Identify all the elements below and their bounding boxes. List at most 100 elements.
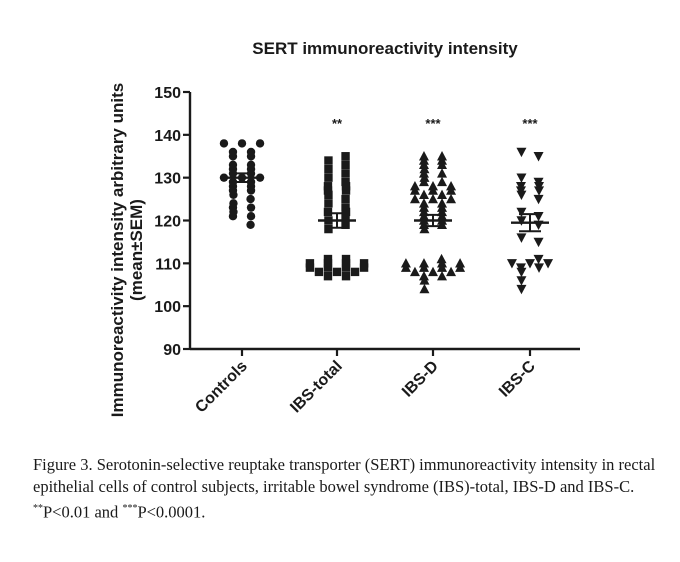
data-point — [341, 194, 350, 204]
y-tick-label: 110 — [155, 256, 181, 273]
y-tick-label: 150 — [154, 85, 181, 102]
data-point — [419, 163, 430, 174]
data-point — [305, 263, 315, 272]
data-point — [409, 185, 420, 195]
data-point — [437, 168, 448, 178]
category-labels: Controls IBS-total IBS-D IBS-C — [192, 357, 539, 416]
data-point — [246, 194, 255, 204]
data-point — [228, 212, 238, 221]
data-point — [324, 173, 333, 182]
caption-main-text: Figure 3. Serotonin-selective reuptake t… — [33, 455, 656, 496]
data-point — [506, 259, 517, 269]
data-point — [246, 203, 256, 212]
data-point — [409, 193, 420, 204]
data-point — [534, 186, 545, 196]
data-point — [237, 139, 247, 148]
data-point — [418, 176, 429, 187]
data-point — [543, 259, 554, 269]
data-point — [533, 237, 544, 248]
data-point — [419, 283, 430, 294]
data-point — [229, 190, 238, 199]
data-point — [418, 168, 429, 178]
data-point — [314, 267, 324, 277]
data-point — [341, 254, 351, 264]
data-point — [437, 262, 448, 272]
data-point — [341, 212, 350, 221]
data-point — [359, 259, 369, 268]
data-point — [428, 185, 438, 195]
data-point — [428, 193, 438, 204]
data-point — [341, 169, 350, 178]
data-point — [219, 139, 229, 148]
data-point — [323, 182, 333, 191]
data-point — [341, 160, 350, 170]
mean-sem-bars: ** *** *** — [223, 116, 549, 233]
data-point — [341, 203, 350, 212]
caption-sig1-marker: ** — [33, 503, 43, 514]
data-point — [446, 193, 457, 204]
y-tick-label: 130 — [154, 171, 181, 188]
data-point — [341, 152, 350, 161]
data-point — [446, 185, 457, 195]
y-tick-label: 100 — [154, 299, 181, 316]
data-point — [246, 186, 256, 195]
data-point — [516, 276, 527, 286]
data-point — [341, 263, 351, 272]
y-tick-label: 90 — [163, 342, 181, 359]
data-point — [516, 207, 527, 218]
data-point — [324, 190, 333, 199]
significance-label: ** — [332, 116, 343, 131]
data-point — [419, 172, 430, 182]
y-axis-label-line1: Immunoreactivity intensity arbitrary uni… — [108, 83, 127, 417]
y-tick-label: 140 — [154, 128, 181, 145]
data-point — [332, 267, 342, 277]
data-point — [419, 223, 430, 234]
y-axis-label-line2: (mean±SEM) — [127, 199, 146, 301]
data-point — [418, 189, 429, 199]
data-point — [323, 254, 333, 264]
data-point — [359, 263, 369, 272]
figure-caption: Figure 3. Serotonin-selective reuptake t… — [33, 454, 665, 524]
data-point — [341, 207, 351, 217]
data-point — [246, 220, 255, 229]
significance-label: *** — [522, 116, 538, 131]
data-point — [428, 266, 438, 277]
data-point — [341, 220, 350, 229]
data-point — [324, 156, 333, 165]
sert-scatter-chart: SERT immunoreactivity intensity Immunore… — [108, 39, 580, 417]
x-category-label: Controls — [192, 358, 251, 417]
data-point — [516, 216, 527, 226]
data-point — [418, 159, 429, 170]
data-point — [350, 267, 360, 277]
data-point — [516, 190, 527, 200]
data-point — [419, 275, 430, 285]
data-point — [437, 176, 448, 187]
data-point — [418, 262, 429, 272]
data-marks — [219, 139, 554, 295]
data-point — [341, 259, 351, 268]
data-point — [341, 177, 350, 187]
data-point — [533, 254, 544, 265]
data-point — [516, 267, 527, 278]
significance-label: *** — [425, 116, 441, 131]
axes: 90 100 110 120 130 140 150 — [154, 85, 580, 359]
data-point — [409, 266, 420, 277]
data-point — [437, 159, 448, 170]
data-point — [323, 186, 333, 195]
data-point — [246, 152, 256, 161]
data-point — [418, 270, 429, 281]
x-category-label: IBS-D — [399, 358, 442, 401]
data-point — [400, 262, 411, 272]
y-tick-label: 120 — [154, 214, 181, 231]
data-point — [323, 263, 333, 272]
chart-title: SERT immunoreactivity intensity — [252, 39, 518, 58]
data-point — [228, 152, 238, 161]
data-point — [305, 259, 315, 268]
data-point — [516, 147, 527, 158]
data-point — [324, 224, 333, 234]
data-point — [533, 152, 544, 162]
data-point — [255, 139, 265, 148]
data-point — [436, 253, 447, 264]
data-point — [323, 207, 333, 217]
